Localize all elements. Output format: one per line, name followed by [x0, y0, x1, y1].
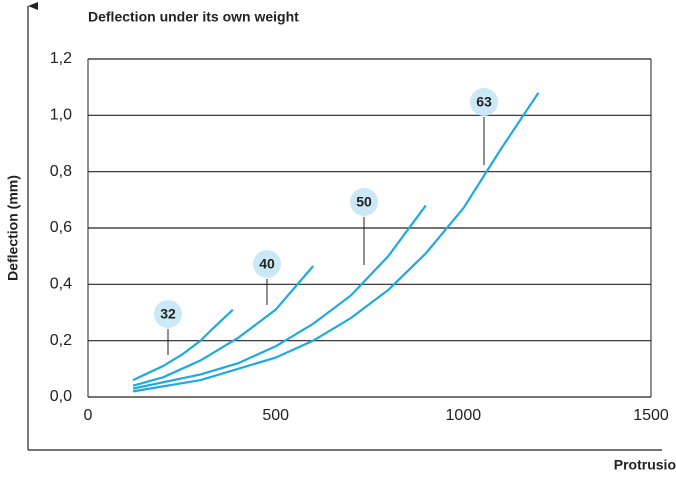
series-line	[132, 92, 540, 393]
callout-bubble	[154, 300, 182, 328]
y-tick-label: 0,6	[50, 219, 72, 236]
chart-title: Deflection under its own weight	[88, 9, 299, 25]
x-tick-label: 500	[262, 407, 289, 424]
y-tick-label: 1,2	[50, 50, 72, 67]
y-axis-label: Deflection (mm)	[5, 175, 21, 281]
legend-label: 40	[259, 256, 275, 272]
y-tick-label: 0,4	[50, 276, 72, 293]
callout-bubble	[253, 250, 281, 278]
y-tick-label: 0,8	[50, 163, 72, 180]
callout-bubble	[470, 88, 498, 116]
legend-label: 50	[356, 194, 372, 210]
series-line	[132, 308, 234, 382]
y-tick-label: 0,0	[50, 388, 72, 405]
legend-label: 63	[476, 94, 492, 110]
x-tick-label: 0	[84, 407, 93, 424]
callout-bubble	[350, 188, 378, 216]
series-line	[132, 265, 315, 387]
y-tick-label: 0,2	[50, 332, 72, 349]
x-tick-label: 1000	[446, 407, 482, 424]
legend-label: 32	[160, 306, 176, 322]
series-line	[132, 204, 427, 390]
y-tick-label: 1,0	[50, 107, 72, 124]
x-axis-label: Protrusio	[614, 457, 676, 473]
x-tick-label: 1500	[633, 407, 669, 424]
